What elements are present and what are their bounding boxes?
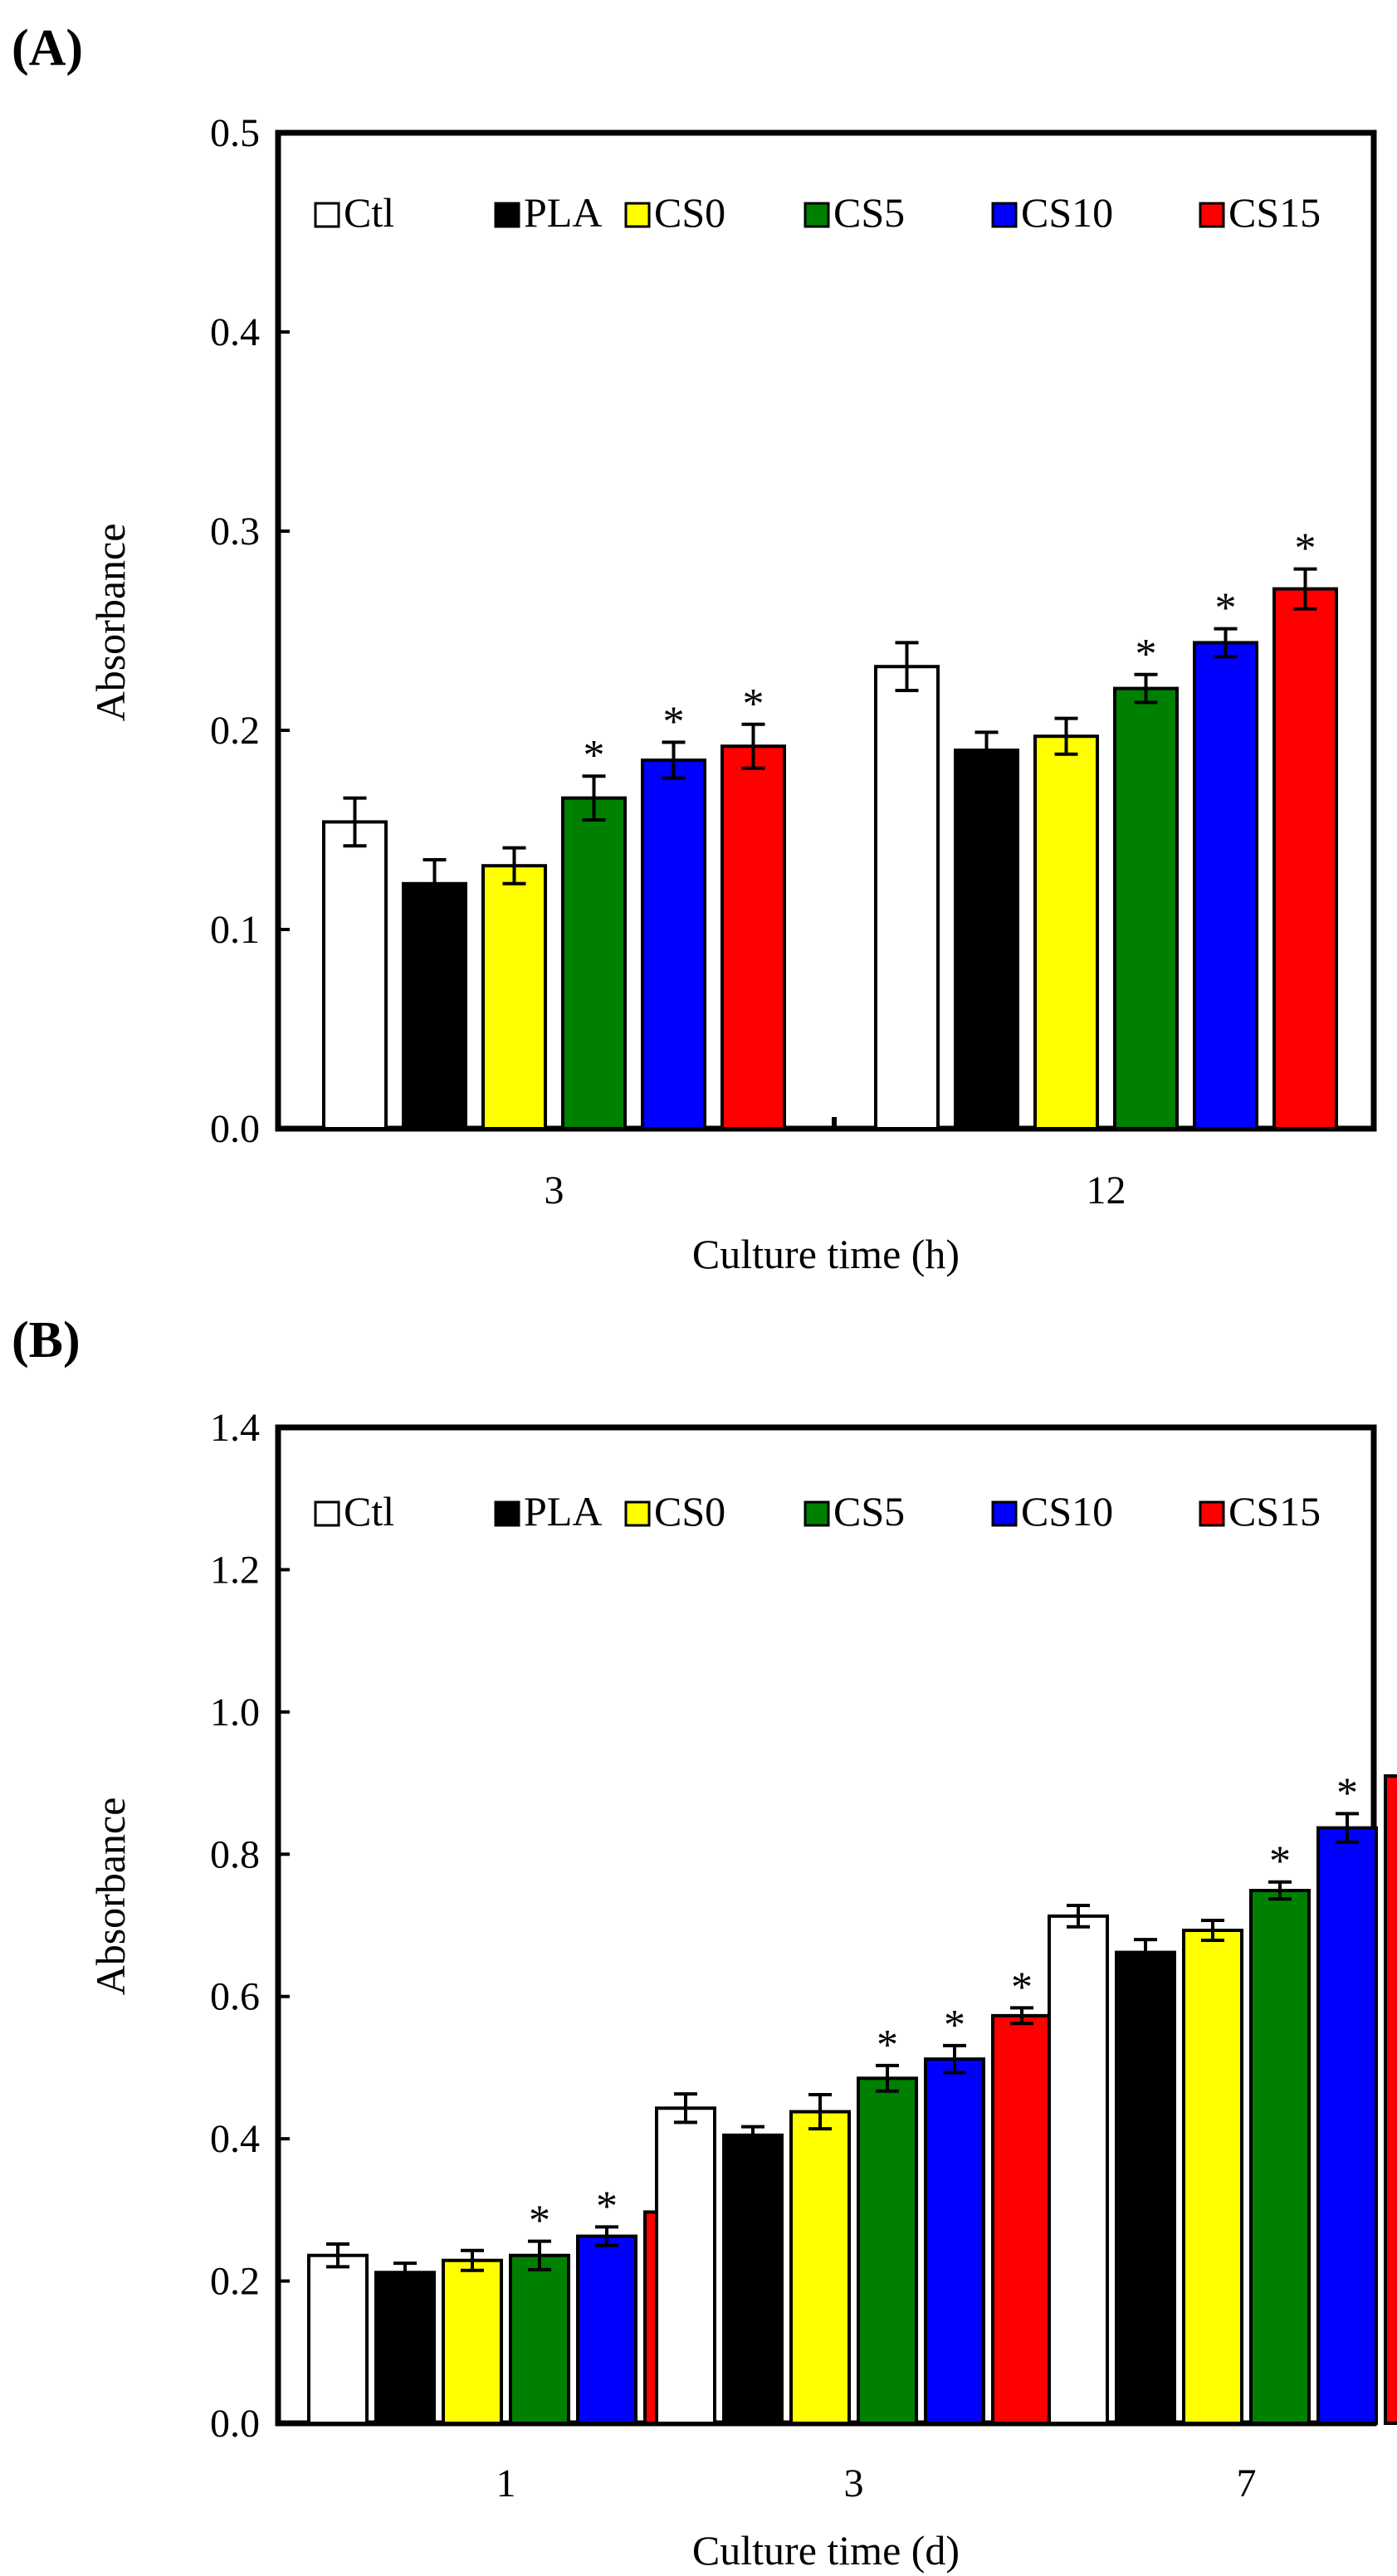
y-tick-label: 0.0 — [210, 2402, 260, 2446]
chart-panel-b: (B) Absorbance Culture time (d) 0.0 0.2 0.… — [12, 1312, 1397, 2574]
bar-cs0-1 — [442, 2258, 503, 2426]
bar-cs5-3 — [561, 796, 627, 1130]
bar-cs10-12 — [1193, 641, 1258, 1130]
y-tick-label: 0.2 — [210, 709, 260, 753]
bar-cs0-7 — [1182, 1929, 1243, 2425]
legend-label-cs10: CS10 — [1021, 189, 1113, 236]
y-tick-label: 0.1 — [210, 908, 260, 952]
x-tick-label: 12 — [1087, 1168, 1126, 1212]
plot-frame — [275, 129, 1377, 1132]
bar-pla-7 — [1115, 1950, 1176, 2426]
legend-label-cs5: CS5 — [833, 1488, 905, 1534]
bar-pla-1 — [374, 2271, 436, 2425]
x-tick-label: 7 — [1237, 2461, 1257, 2505]
y-tick-label: 0.4 — [210, 310, 260, 354]
legend-label-ctl: Ctl — [344, 1488, 394, 1534]
bar-cs5-7 — [1249, 1889, 1311, 2425]
significance-star: * — [529, 2198, 550, 2245]
panel-label-a: (A) — [12, 20, 83, 76]
legend-label-ctl: Ctl — [344, 189, 394, 236]
bar-cs10-7 — [1316, 1826, 1378, 2426]
legend-label-cs15: CS15 — [1228, 189, 1321, 236]
legend-swatch-pla — [494, 202, 520, 228]
significance-star: * — [1215, 585, 1237, 632]
bar-cs0-3 — [481, 864, 547, 1130]
significance-star: * — [584, 732, 605, 779]
legend-swatch-ctl — [314, 1500, 340, 1527]
legend-swatch-ctl — [314, 202, 340, 228]
legend-swatch-cs15 — [1199, 202, 1225, 228]
legend-label-pla: PLA — [524, 1488, 602, 1534]
legend-swatch-cs0 — [624, 1500, 651, 1527]
legend-swatch-cs0 — [624, 202, 651, 228]
significance-star: * — [1011, 1964, 1033, 2011]
bar-cs15-3 — [720, 744, 786, 1130]
y-tick-label: 0.5 — [210, 111, 260, 155]
x-axis-title-a: Culture time (h) — [692, 1231, 960, 1277]
bar-pla-12 — [954, 749, 1019, 1130]
y-tick-label: 1.2 — [210, 1548, 260, 1592]
y-tick-label: 0.4 — [210, 2117, 260, 2161]
bar-pla-3 — [722, 2133, 784, 2426]
significance-star: * — [743, 681, 764, 728]
bar-cs0-12 — [1033, 734, 1099, 1130]
y-tick-label: 0.2 — [210, 2260, 260, 2304]
x-tick-label: 3 — [545, 1168, 564, 1212]
panel-label-b: (B) — [12, 1312, 81, 1368]
legend-label-cs15: CS15 — [1228, 1488, 1321, 1534]
significance-star: * — [1336, 1769, 1358, 1817]
x-tick-label: 3 — [844, 2461, 864, 2505]
significance-star: * — [944, 2002, 965, 2049]
significance-star: * — [596, 2183, 618, 2230]
bar-cs10-1 — [576, 2234, 637, 2426]
x-axis-title-b: Culture time (d) — [692, 2527, 960, 2574]
legend-swatch-cs5 — [804, 202, 830, 228]
significance-star: * — [877, 2022, 898, 2069]
legend-label-cs0: CS0 — [654, 1488, 725, 1534]
legend-label-cs10: CS10 — [1021, 1488, 1113, 1534]
significance-star: * — [1269, 1838, 1291, 1886]
bar-cs10-3 — [641, 759, 706, 1130]
legend-swatch-cs10 — [991, 202, 1018, 228]
significance-star: * — [1136, 631, 1157, 678]
significance-star: * — [1295, 525, 1316, 573]
y-tick-label: 0.8 — [210, 1832, 260, 1876]
bar-cs0-3 — [789, 2110, 851, 2426]
y-tick-label: 0.3 — [210, 510, 260, 554]
bar-ctl-1 — [307, 2253, 369, 2426]
legend-swatch-cs10 — [991, 1500, 1018, 1527]
legend-swatch-cs5 — [804, 1500, 830, 1527]
bar-ctl-12 — [874, 665, 940, 1130]
bar-cs15-3 — [991, 2013, 1053, 2426]
legend-swatch-pla — [494, 1500, 520, 1527]
chart-panel-a: (A) Absorbance Culture time (h) 0.00.10.… — [12, 20, 1377, 1277]
bar-cs5-12 — [1113, 686, 1179, 1130]
bar-cs15-12 — [1272, 587, 1338, 1130]
bar-ctl-7 — [1048, 1914, 1109, 2426]
y-tick-label: 0.6 — [210, 1975, 260, 2019]
bar-cs5-1 — [509, 2253, 570, 2426]
legend-label-cs0: CS0 — [654, 189, 725, 236]
legend-label-pla: PLA — [524, 189, 602, 236]
bar-cs10-3 — [924, 2057, 985, 2425]
y-tick-label: 1.0 — [210, 1690, 260, 1734]
legend-label-cs5: CS5 — [833, 189, 905, 236]
y-tick-label: 1.4 — [210, 1406, 260, 1450]
bar-cs5-3 — [857, 2076, 918, 2425]
bar-ctl-3 — [322, 820, 388, 1131]
bar-ctl-3 — [655, 2106, 716, 2425]
bar-pla-3 — [402, 881, 467, 1131]
significance-star: * — [663, 698, 685, 745]
plot-area-b: 0.00.20.40.60.81.01.21.4***1***3***7CtlP… — [210, 1406, 1397, 2505]
y-tick-label: 0.0 — [210, 1107, 260, 1151]
y-axis-title-b: Absorbance — [87, 1798, 134, 1996]
bar-cs15-7 — [1384, 1774, 1397, 2425]
x-tick-label: 1 — [496, 2461, 516, 2505]
y-axis-title-a: Absorbance — [87, 524, 134, 722]
plot-area-a: 0.0 0.1 0.2 0.3 0.4 0.5 * * * 3 * * * 12 Ctl PLA CS0 CS5 C… — [210, 111, 1377, 1212]
legend-swatch-cs15 — [1199, 1500, 1225, 1527]
